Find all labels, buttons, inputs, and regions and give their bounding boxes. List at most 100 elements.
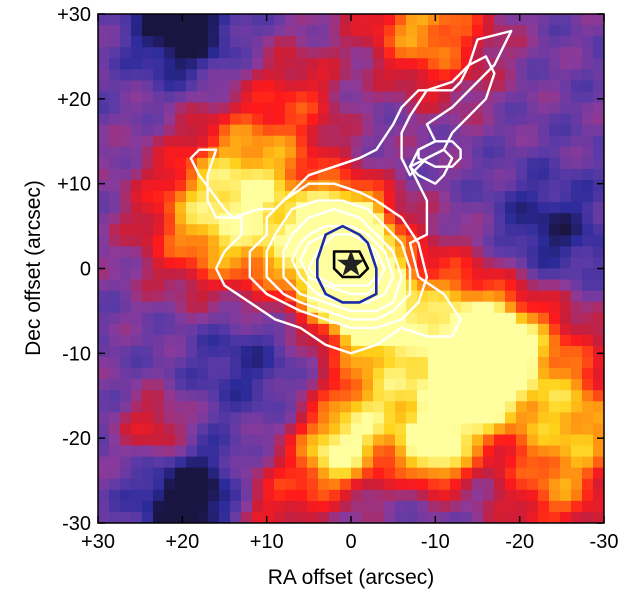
heatmap-cell: [98, 36, 110, 48]
heatmap-cell: [307, 36, 319, 48]
heatmap-cell: [340, 91, 352, 104]
heatmap-cell: [439, 445, 451, 458]
heatmap-cell: [538, 58, 550, 70]
heatmap-cell: [395, 224, 407, 236]
heatmap-cell: [274, 36, 286, 48]
heatmap-cell: [560, 224, 572, 236]
heatmap-cell: [384, 235, 396, 247]
heatmap-cell: [549, 146, 561, 159]
heatmap-cell: [505, 246, 517, 259]
heatmap-cell: [494, 69, 506, 81]
heatmap-cell: [241, 379, 253, 391]
heatmap-cell: [505, 379, 517, 391]
heatmap-cell: [109, 500, 121, 513]
heatmap-cell: [98, 511, 110, 523]
white-contour: [417, 140, 462, 168]
heatmap-cell: [241, 191, 253, 203]
x-tick-label: +20: [165, 531, 199, 553]
heatmap-cell: [164, 401, 176, 413]
heatmap-cell: [175, 157, 187, 170]
heatmap-cell: [351, 301, 363, 314]
heatmap-cell: [120, 25, 132, 37]
heatmap-cell: [439, 113, 451, 126]
heatmap-cell: [340, 25, 352, 37]
heatmap-cell: [582, 379, 594, 391]
heatmap-cell: [318, 379, 330, 391]
markers: [337, 249, 365, 277]
heatmap-cell: [461, 168, 473, 181]
heatmap-cell: [450, 113, 462, 126]
heatmap-cell: [505, 102, 517, 115]
heatmap-cell: [252, 445, 264, 458]
heatmap-cell: [285, 213, 297, 225]
heatmap-cell: [549, 279, 561, 292]
heatmap-cell: [428, 202, 440, 214]
heatmap-cell: [241, 368, 253, 380]
y-tick-label: -30: [62, 513, 91, 535]
heatmap-cell: [175, 91, 187, 104]
heatmap-cell: [428, 14, 440, 26]
heatmap-cell: [538, 357, 550, 369]
heatmap-cell: [527, 467, 539, 480]
heatmap-cell: [516, 489, 528, 502]
heatmap-cell: [296, 135, 308, 148]
heatmap-cell: [362, 401, 374, 413]
heatmap-cell: [593, 401, 604, 413]
heatmap-cell: [483, 312, 495, 325]
heatmap-cell: [406, 323, 418, 336]
heatmap-cell: [505, 69, 517, 81]
heatmap-cell: [197, 47, 209, 59]
heatmap-cell: [461, 312, 473, 325]
heatmap-cell: [142, 124, 154, 137]
heatmap-cell: [516, 36, 528, 48]
heatmap-cell: [252, 334, 264, 347]
heatmap-cell: [483, 47, 495, 59]
heatmap-cell: [417, 191, 429, 203]
heatmap-cell: [142, 368, 154, 380]
heatmap-cell: [186, 14, 198, 26]
heatmap-cell: [406, 412, 418, 425]
heatmap-cell: [593, 135, 604, 148]
heatmap-cell: [274, 511, 286, 523]
heatmap-cell: [593, 379, 604, 391]
heatmap-cell: [285, 47, 297, 59]
heatmap-cell: [494, 467, 506, 480]
heatmap-cell: [450, 412, 462, 425]
heatmap-cell: [120, 412, 132, 425]
heatmap-cell: [208, 69, 220, 81]
heatmap-cell: [142, 334, 154, 347]
heatmap-cell: [164, 91, 176, 104]
heatmap-cell: [197, 401, 209, 413]
heatmap-cell: [208, 323, 220, 336]
heatmap-cell: [285, 135, 297, 148]
heatmap-cell: [131, 102, 143, 115]
heatmap-cell: [417, 423, 429, 436]
heatmap-cell: [230, 268, 242, 281]
heatmap-cell: [252, 357, 264, 369]
heatmap-cell: [219, 14, 231, 26]
heatmap-cell: [560, 246, 572, 259]
heatmap-cell: [318, 301, 330, 314]
heatmap-cell: [395, 500, 407, 513]
heatmap-cell: [428, 500, 440, 513]
heatmap-cell: [296, 268, 308, 281]
heatmap-cell: [318, 113, 330, 126]
heatmap-cell: [208, 124, 220, 137]
heatmap-cell: [483, 489, 495, 502]
heatmap-cell: [527, 102, 539, 115]
heatmap-cell: [516, 412, 528, 425]
heatmap-cell: [483, 345, 495, 358]
heatmap-cell: [252, 390, 264, 402]
heatmap-cell: [472, 202, 484, 214]
heatmap-cell: [560, 401, 572, 413]
heatmap-cell: [164, 135, 176, 148]
heatmap-cell: [439, 235, 451, 247]
heatmap-cell: [373, 135, 385, 148]
heatmap-cell: [153, 345, 165, 358]
heatmap-cell: [296, 91, 308, 104]
heatmap-cell: [483, 179, 495, 192]
heatmap-cell: [373, 202, 385, 214]
heatmap-cell: [340, 511, 352, 523]
heatmap-cell: [450, 191, 462, 203]
heatmap-cell: [263, 368, 275, 380]
